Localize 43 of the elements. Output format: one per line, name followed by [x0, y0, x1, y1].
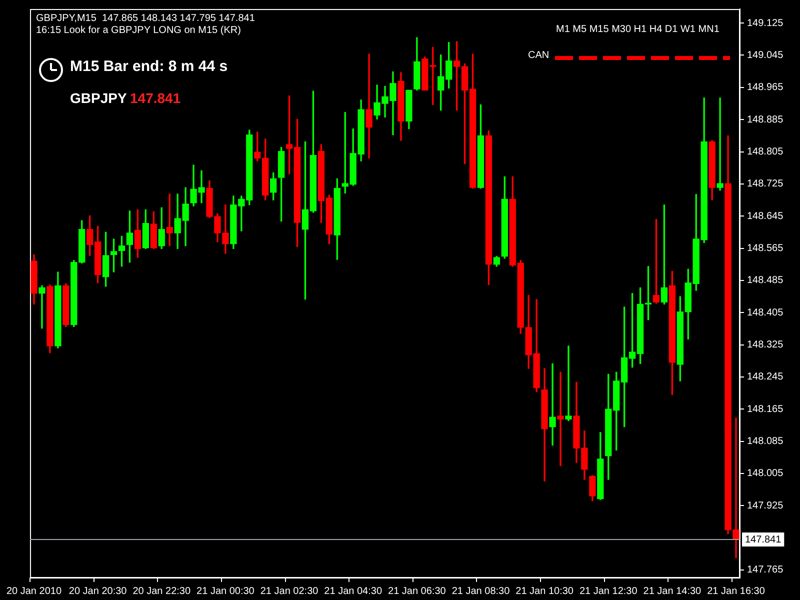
x-tick-label: 21 Jan 00:30: [196, 586, 255, 597]
y-tick-label: 148.565: [747, 243, 784, 254]
candlestick: [38, 285, 46, 329]
x-tick-label: 21 Jan 04:30: [324, 586, 382, 597]
y-tick-label: 148.165: [747, 404, 784, 415]
y-tick-label: 148.645: [747, 210, 784, 222]
chart-title: GBPJPY,M15 147.865 148.143 147.795 147.841: [36, 13, 255, 25]
x-tick-label: 21 Jan 12:30: [579, 586, 638, 597]
y-tick-label: 147.765: [747, 564, 784, 576]
candlestick: [716, 98, 724, 191]
x-tick-label: 21 Jan 10:30: [516, 586, 574, 597]
x-tick-label: 20 Jan 20:30: [68, 586, 128, 597]
ref-line-label: 147.841: [745, 534, 782, 546]
y-tick-label: 148.405: [747, 307, 784, 318]
y-tick-label: 149.045: [747, 50, 784, 61]
x-tick-label: 21 Jan 16:30: [707, 586, 766, 597]
candlestick: [549, 363, 556, 446]
y-tick-label: 149.125: [747, 18, 784, 29]
x-tick-label: 20 Jan 2010: [6, 586, 62, 597]
y-tick-label: 148.965: [747, 82, 784, 94]
candlestick: [565, 346, 572, 422]
x-tick-label: 20 Jan 22:30: [132, 586, 191, 597]
y-tick-label: 148.885: [747, 114, 784, 126]
y-tick-label: 148.805: [747, 146, 784, 158]
x-tick-label: 21 Jan 08:30: [452, 586, 510, 597]
y-tick-label: 148.085: [747, 436, 784, 448]
annotation: 147.841: [130, 90, 181, 107]
annotation: CAN: [528, 50, 550, 62]
y-tick-label: 147.925: [747, 500, 784, 512]
annotation: GBPJPY: [70, 90, 127, 107]
y-tick-label: 148.245: [747, 372, 784, 383]
candlestick: [557, 372, 564, 466]
annotation: M15 Bar end: 8 m 44 s: [70, 58, 228, 76]
y-tick-label: 148.485: [747, 275, 784, 286]
x-tick-label: 21 Jan 02:30: [260, 586, 319, 597]
text: 16:15 Look for a GBPJPY LONG on M15 (KR): [36, 25, 242, 37]
annotation: M1 M5 M15 M30 H1 H4 D1 W1 MN1: [556, 24, 720, 36]
x-tick-label: 21 Jan 06:30: [388, 586, 446, 597]
y-tick-label: 148.325: [747, 340, 784, 351]
candlestick: [366, 54, 372, 159]
y-tick-label: 148.005: [747, 468, 784, 480]
y-tick-label: 148.725: [747, 178, 784, 190]
x-tick-label: 21 Jan 14:30: [643, 586, 702, 597]
